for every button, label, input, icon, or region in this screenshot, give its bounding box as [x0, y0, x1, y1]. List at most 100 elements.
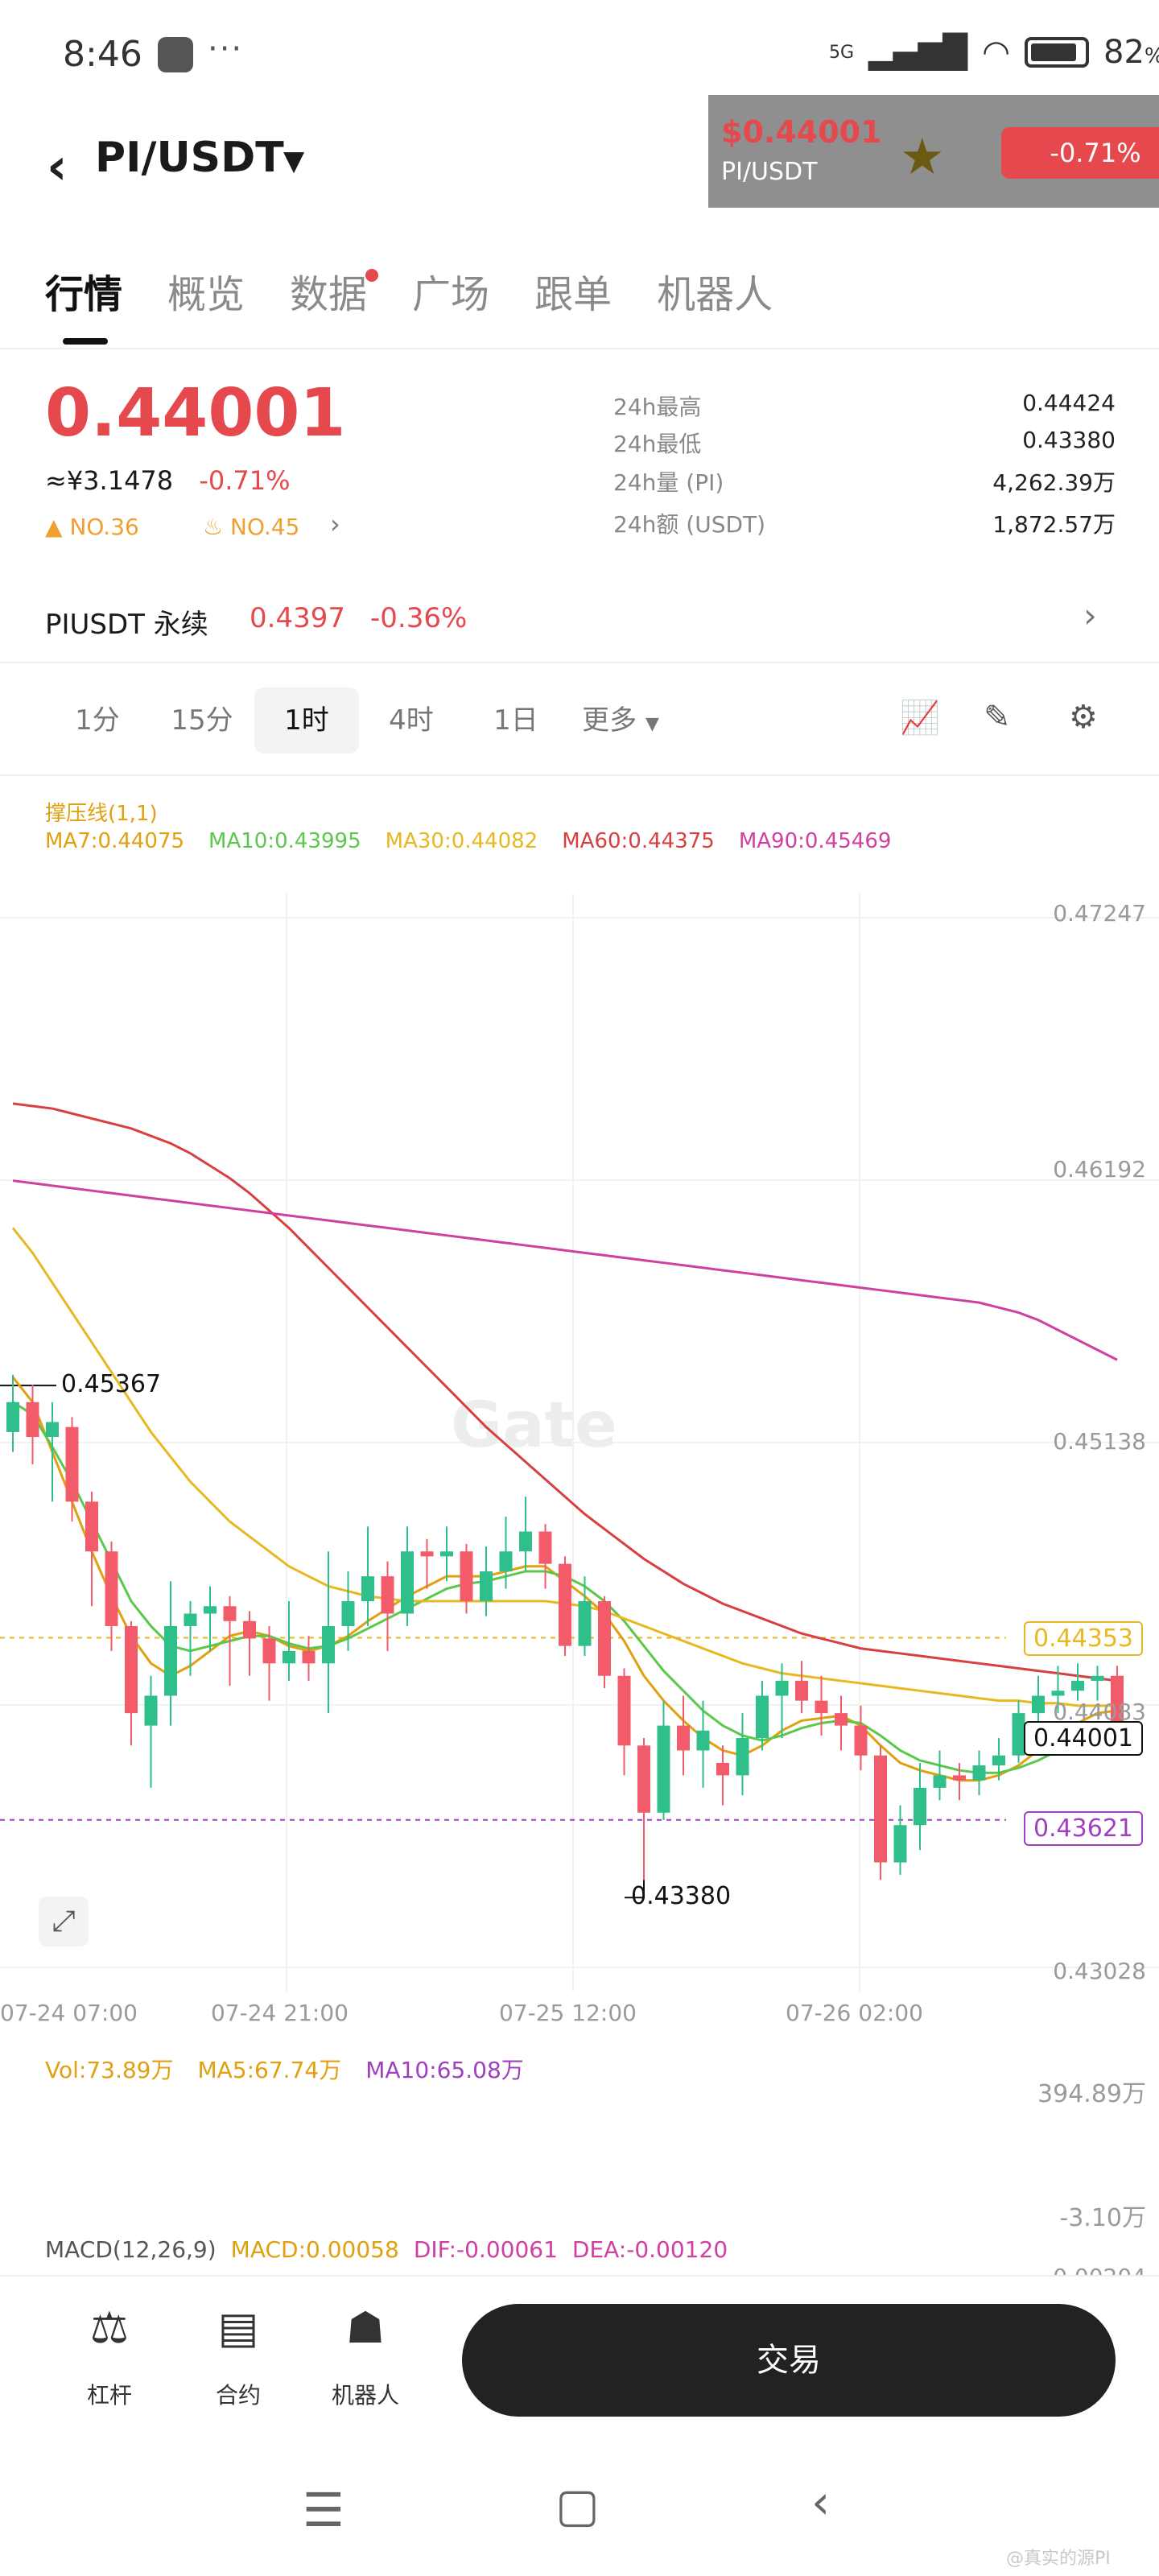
interval-1d[interactable]: 1日 — [493, 704, 538, 737]
candle-body — [85, 1501, 98, 1552]
macd-legend: MACD(12,26,9) MACD:0.00058 DIF:-0.00061 … — [45, 2236, 728, 2263]
rank-fire[interactable]: ♨ NO.45 — [203, 514, 299, 540]
battery-level: 82 — [1103, 34, 1145, 71]
caret-down-icon: ▼ — [645, 714, 659, 734]
leverage-label[interactable]: 杠杆 — [86, 2382, 132, 2409]
draw-icon[interactable]: ✎ — [984, 699, 1011, 736]
favorite-star-icon[interactable]: ★ — [900, 127, 945, 186]
tab-overview[interactable]: 概览 — [167, 272, 245, 317]
stat-label: 24h最低 — [613, 431, 702, 457]
candle-body — [46, 1422, 59, 1438]
pair-title[interactable]: PI/USDT — [95, 134, 284, 182]
tab-copy-trade[interactable]: 跟单 — [534, 272, 612, 317]
chevron-right-icon[interactable]: › — [330, 509, 340, 539]
candle-body — [361, 1576, 374, 1602]
candle-body — [598, 1601, 611, 1676]
candle-body — [657, 1725, 670, 1813]
pair-dropdown-icon[interactable]: ▼ — [283, 145, 305, 177]
chevron-right-icon[interactable]: › — [1083, 596, 1097, 635]
tab-market[interactable]: 行情 — [45, 272, 123, 317]
notification-dot — [365, 269, 379, 282]
signal-icon: ▂▄▆█ — [868, 34, 968, 71]
volume-max-label: 394.89万 — [1037, 2080, 1146, 2108]
divider — [0, 662, 1159, 663]
candle-body — [381, 1576, 394, 1614]
gate-watermark: Gate — [451, 1389, 617, 1462]
candle-body — [322, 1625, 335, 1664]
interval-1h[interactable]: 1时 — [254, 687, 359, 753]
contract-label[interactable]: 合约 — [215, 2382, 261, 2409]
candle-body — [835, 1713, 848, 1726]
back-arrow-icon[interactable]: ‹ — [47, 137, 68, 196]
vol-ma10-legend: MA10:65.08万 — [365, 2057, 524, 2083]
active-tab-indicator — [63, 338, 108, 345]
gear-icon[interactable]: ⚙ — [1069, 699, 1098, 736]
status-time: 8:46 — [63, 34, 142, 75]
candle-body — [480, 1571, 493, 1602]
candle-body — [756, 1695, 769, 1739]
candle-body — [953, 1775, 966, 1781]
ma-legend: MA7:0.44075 MA10:0.43995 MA30:0.44082 MA… — [45, 829, 891, 853]
candle-body — [992, 1755, 1005, 1766]
indicator-legend: 撑压线(1,1) — [45, 802, 158, 826]
candle-body — [204, 1606, 217, 1614]
dea-value: DEA:-0.00120 — [571, 2236, 728, 2263]
candle-body — [677, 1725, 690, 1751]
floating-pair: PI/USDT — [721, 158, 818, 186]
macd-label: MACD(12,26,9) — [45, 2236, 217, 2263]
robot-icon[interactable]: ☗ — [345, 2302, 386, 2353]
leverage-icon[interactable]: ⚖ — [89, 2302, 130, 2353]
last-price: 0.44001 — [45, 375, 346, 452]
y-tick: 0.44083 — [1053, 1699, 1146, 1725]
candle-body — [420, 1551, 434, 1557]
candle-body — [184, 1613, 197, 1626]
indicator-icon[interactable]: 📈 — [900, 700, 940, 737]
tab-square[interactable]: 广场 — [412, 272, 490, 317]
perp-label[interactable]: PIUSDT 永续 — [45, 609, 208, 641]
tab-data[interactable]: 数据 — [290, 262, 379, 319]
candle-body — [696, 1730, 710, 1751]
status-indicators: 5G ▂▄▆█ ◠ 82% — [829, 34, 1159, 71]
candle-body — [401, 1551, 414, 1614]
tab-bot[interactable]: 机器人 — [657, 272, 773, 317]
trade-button[interactable]: 交易 — [462, 2304, 1116, 2417]
interval-selector: 1分 15分 1时 4时 1日 更多 ▼ — [45, 687, 673, 753]
wifi-icon: ◠ — [982, 34, 1010, 71]
candlestick-chart[interactable]: Gate — [0, 869, 1159, 2045]
battery-unit: % — [1145, 44, 1159, 68]
candle-body — [972, 1765, 986, 1781]
x-tick: 07-25 12:00 — [499, 2000, 637, 2026]
stat-label: 24h额 (USDT) — [613, 511, 766, 538]
interval-4h[interactable]: 4时 — [389, 704, 434, 737]
interval-1m[interactable]: 1分 — [75, 704, 120, 737]
candle-body — [893, 1825, 907, 1863]
candle-body — [6, 1402, 19, 1432]
x-tick: 07-24 21:00 — [211, 2000, 349, 2026]
candle-body — [815, 1700, 828, 1714]
interval-more[interactable]: 更多 ▼ — [568, 687, 673, 753]
rank-hot[interactable]: ▲ NO.36 — [45, 514, 139, 540]
trend-icon: ▲ — [45, 514, 63, 540]
candle-body — [578, 1601, 592, 1646]
resistance-tag: 0.44353 — [1023, 1621, 1143, 1656]
stat-value: 0.44424 — [1022, 390, 1116, 416]
robot-label[interactable]: 机器人 — [331, 2382, 399, 2409]
interval-15m[interactable]: 15分 — [171, 704, 233, 737]
menu-icon[interactable]: ☰ — [303, 2483, 344, 2537]
x-tick: 07-26 02:00 — [786, 2000, 923, 2026]
candle-body — [302, 1650, 316, 1664]
contract-icon[interactable]: ▤ — [217, 2302, 259, 2353]
price-cny: ≈¥3.1478 — [45, 465, 174, 496]
candle-body — [1051, 1690, 1065, 1696]
volume-legend: Vol:73.89万 MA5:67.74万 MA10:65.08万 — [45, 2053, 524, 2085]
candle-body — [26, 1402, 39, 1438]
battery-icon — [1025, 37, 1089, 68]
candle-body — [795, 1680, 808, 1701]
nav-back-icon[interactable]: ‹ — [811, 2475, 831, 2529]
stat-label: 24h量 (PI) — [613, 469, 724, 496]
expand-icon[interactable]: ⤢ — [39, 1897, 89, 1946]
home-icon[interactable]: ▢ — [555, 2478, 600, 2533]
candle-body — [874, 1755, 887, 1863]
candle-body — [854, 1725, 868, 1756]
current-price-tag: 0.44001 — [1023, 1721, 1143, 1756]
